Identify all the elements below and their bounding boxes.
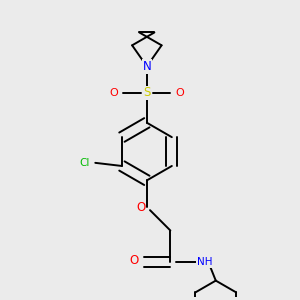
Text: O: O [136, 200, 145, 214]
Text: S: S [143, 86, 151, 100]
Text: O: O [176, 88, 184, 98]
Text: O: O [110, 88, 118, 98]
Text: O: O [130, 254, 139, 267]
Text: NH: NH [197, 257, 213, 267]
Text: N: N [142, 60, 151, 73]
Text: Cl: Cl [79, 158, 89, 168]
